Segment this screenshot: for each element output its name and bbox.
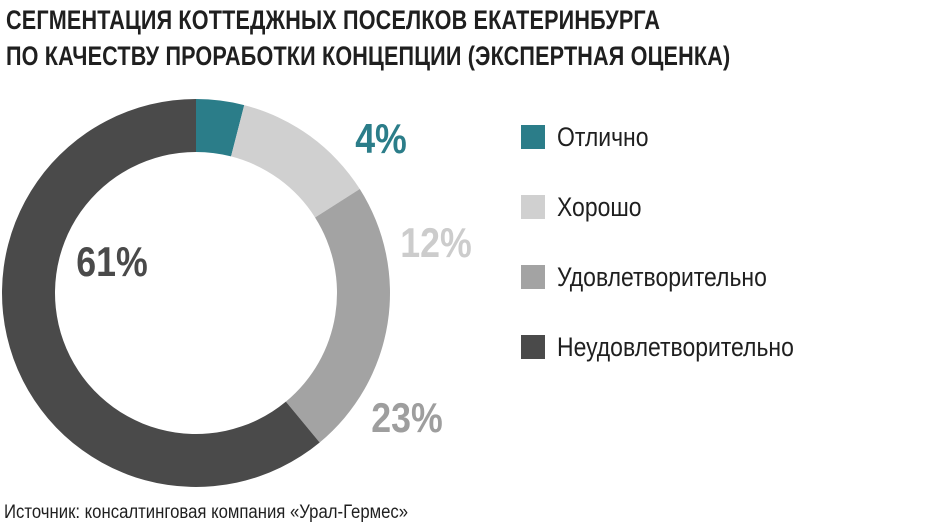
legend-swatch xyxy=(521,125,545,149)
legend-label: Неудовлетворительно xyxy=(557,331,794,362)
legend-swatch xyxy=(521,195,545,219)
legend-label: Удовлетворительно xyxy=(557,261,767,292)
legend-item-1: Отлично xyxy=(521,114,836,160)
legend-swatch xyxy=(521,265,545,289)
slice-3 xyxy=(285,189,390,443)
slice-4 xyxy=(1,99,320,487)
legend-item-4: Неудовлетворительно xyxy=(521,324,836,370)
slice-value-label-2: 12% xyxy=(400,220,471,266)
legend-label: Отлично xyxy=(557,121,649,152)
chart-legend: Отлично Хорошо Удовлетворительно Неудовлетв… xyxy=(521,114,836,394)
source-note: Источник: консалтинговая компания «Урал-… xyxy=(4,502,409,523)
legend-label: Хорошо xyxy=(557,191,642,222)
chart-title-line-2: ПО КАЧЕСТВУ ПРОРАБОТКИ КОНЦЕПЦИИ (ЭКСПЕР… xyxy=(6,41,731,71)
legend-item-2: Хорошо xyxy=(521,184,836,230)
donut-slices xyxy=(1,99,390,487)
slice-value-label-4: 61% xyxy=(76,239,147,285)
donut-data-labels: 4% 12% 23% 61% xyxy=(76,116,471,441)
chart-title-line-1: СЕГМЕНТАЦИЯ КОТТЕДЖНЫХ ПОСЕЛКОВ ЕКАТЕРИН… xyxy=(6,5,661,35)
slice-value-label-1: 4% xyxy=(355,116,407,162)
chart-title: СЕГМЕНТАЦИЯ КОТТЕДЖНЫХ ПОСЕЛКОВ ЕКАТЕРИН… xyxy=(6,2,730,74)
slice-value-label-3: 23% xyxy=(371,395,442,441)
legend-swatch xyxy=(521,335,545,359)
slice-2 xyxy=(231,105,360,218)
legend-item-3: Удовлетворительно xyxy=(521,254,836,300)
slice-1 xyxy=(196,99,245,157)
